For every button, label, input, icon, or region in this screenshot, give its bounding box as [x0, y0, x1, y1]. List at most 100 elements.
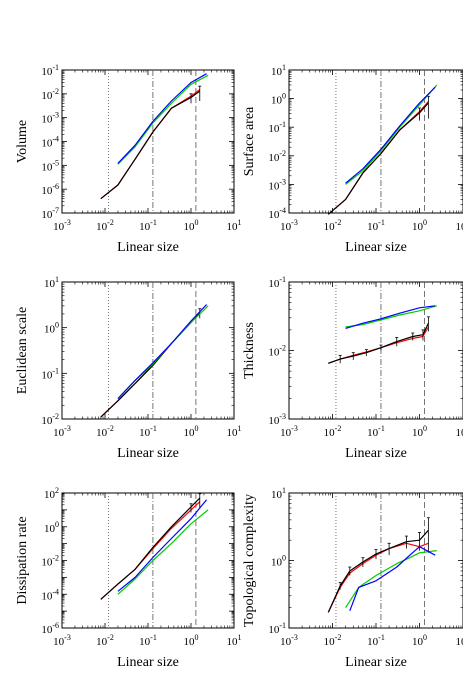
x-tick-label: 10-3 [53, 424, 71, 439]
x-tick-label: 10-1 [139, 424, 157, 439]
y-tick-label: 100 [271, 92, 286, 107]
series-line-3 [117, 509, 209, 595]
x-axis-label: Linear size [345, 655, 407, 670]
x-tick-label: 10-3 [280, 633, 298, 648]
y-tick-label: 10-2 [268, 344, 286, 359]
chart-panel-1: 10-3 10-2 10-1 100 101 10-7 10-6 10-5 10-4 10-3 10… [15, 63, 242, 255]
plot-frame [288, 492, 463, 629]
x-tick-label: 100 [184, 633, 199, 648]
series-line-4 [349, 546, 436, 612]
y-axis-label: Surface area [242, 106, 257, 176]
y-tick-label: 100 [44, 520, 59, 535]
y-tick-label: 101 [271, 486, 286, 501]
x-tick-label: 10-3 [280, 424, 298, 439]
plot-frame [61, 69, 235, 214]
series-line-1 [100, 89, 201, 200]
series-line-4 [345, 86, 436, 184]
chart-panel-5: 10-3 10-2 10-1 100 101 10-6 10-4 10-2 100 102 Line… [15, 486, 242, 670]
series-line-2 [327, 102, 429, 215]
x-tick-label: 100 [184, 424, 199, 439]
y-tick-label: 100 [271, 554, 286, 569]
x-axis-label: Linear size [117, 240, 179, 255]
y-tick-label: 10-1 [268, 275, 286, 290]
x-tick-label: 100 [412, 424, 427, 439]
series-line-2 [327, 529, 429, 613]
x-tick-label: 10-3 [280, 218, 298, 233]
series-line-2 [328, 322, 429, 364]
x-tick-label: 100 [412, 633, 427, 648]
y-tick-label: 10-2 [41, 554, 59, 569]
y-tick-label: 100 [44, 321, 59, 336]
x-tick-label: 101 [227, 633, 242, 648]
x-tick-label: 10-2 [324, 218, 342, 233]
y-tick-label: 10-2 [268, 149, 286, 164]
y-tick-label: 10-3 [268, 177, 286, 192]
x-axis-label: Linear size [345, 446, 407, 461]
y-tick-label: 101 [271, 63, 286, 78]
y-tick-label: 10-2 [41, 87, 59, 102]
y-tick-label: 10-4 [41, 135, 59, 150]
y-tick-label: 10-6 [41, 621, 59, 636]
x-tick-label: 10-2 [324, 633, 342, 648]
y-tick-label: 10-2 [41, 412, 59, 427]
x-tick-label: 100 [412, 218, 427, 233]
series-line-3 [345, 305, 437, 328]
x-tick-label: 10-1 [367, 424, 385, 439]
y-axis-label: Topological complexity [242, 494, 257, 627]
series-line-4 [345, 305, 436, 329]
plot-frame [288, 281, 463, 420]
x-tick-label: 10-3 [53, 633, 71, 648]
y-tick-label: 10-3 [41, 111, 59, 126]
x-axis-label: Linear size [345, 240, 407, 255]
series-line-4 [117, 499, 208, 592]
y-tick-label: 10-1 [268, 621, 286, 636]
chart-panel-6: 10-3 10-2 10-1 100 101 10-1 100 101 Linear size T… [242, 486, 463, 670]
series-line-2 [100, 90, 201, 200]
x-axis-label: Linear size [117, 655, 179, 670]
y-tick-label: 10-3 [268, 412, 286, 427]
x-tick-label: 10-3 [53, 218, 71, 233]
y-tick-label: 10-1 [41, 366, 59, 381]
y-axis-label: Volume [15, 120, 30, 163]
x-tick-label: 10-2 [324, 424, 342, 439]
x-tick-label: 10-2 [96, 424, 114, 439]
x-axis-label: Linear size [117, 446, 179, 461]
x-tick-label: 100 [184, 218, 199, 233]
x-tick-label: 101 [456, 218, 463, 233]
y-tick-label: 10-1 [41, 63, 59, 78]
x-tick-label: 101 [456, 633, 463, 648]
x-tick-label: 101 [227, 218, 242, 233]
x-tick-label: 101 [456, 424, 463, 439]
chart-panel-2: 10-310-210-110010110-410-310-210-1100101… [242, 63, 463, 255]
series-line-4 [117, 73, 207, 164]
series-line-3 [345, 84, 438, 185]
chart-panel-4: 10-3 10-2 10-1 100 101 10-3 10-2 10-1 Linear siz… [242, 275, 463, 461]
y-axis-label: Euclidean scale [15, 307, 30, 394]
x-tick-label: 10-1 [367, 633, 385, 648]
series-line-4 [117, 304, 208, 400]
x-tick-label: 10-2 [96, 218, 114, 233]
x-tick-label: 10-1 [367, 218, 385, 233]
plot-frame [61, 281, 235, 420]
series-line-2 [100, 497, 201, 600]
x-tick-label: 10-1 [139, 218, 157, 233]
y-tick-label: 10-4 [268, 206, 286, 221]
y-axis-label: Thickness [242, 322, 257, 379]
series-line-3 [117, 74, 209, 165]
y-axis-label: Dissipation rate [15, 516, 30, 604]
x-tick-label: 10-2 [96, 633, 114, 648]
x-tick-label: 101 [227, 424, 242, 439]
plot-frame [288, 69, 463, 214]
y-tick-label: 10-1 [268, 120, 286, 135]
y-tick-label: 101 [44, 275, 59, 290]
y-tick-label: 10-7 [41, 206, 59, 221]
y-tick-label: 10-4 [41, 587, 59, 602]
series-line-3 [345, 550, 437, 609]
x-tick-label: 10-1 [139, 633, 157, 648]
y-tick-label: 10-5 [41, 158, 59, 173]
y-tick-label: 10-6 [41, 182, 59, 197]
y-tick-label: 102 [44, 486, 59, 501]
plot-frame [61, 492, 235, 629]
